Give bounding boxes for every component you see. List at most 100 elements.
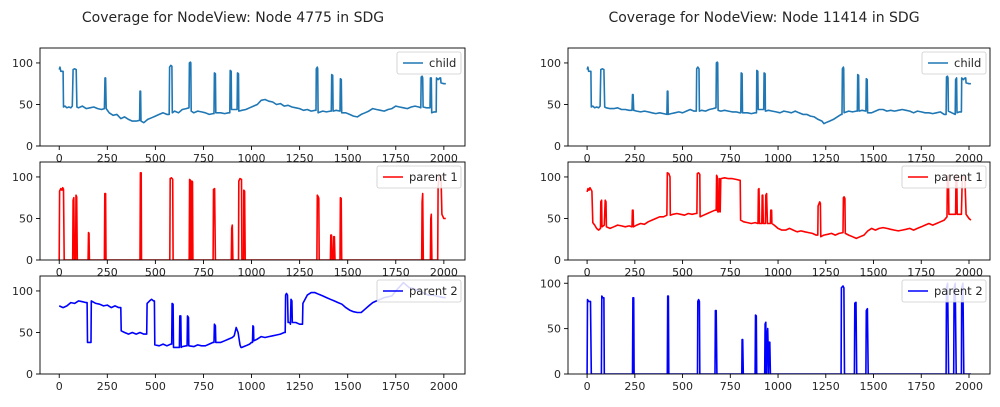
x-tick-label: 750: [193, 152, 214, 165]
x-tick-label: 250: [97, 152, 118, 165]
legend-label: parent 2: [934, 284, 983, 298]
y-tick-label: 0: [554, 254, 561, 267]
x-tick-label: 1750: [907, 266, 935, 279]
x-tick-label: 1250: [286, 152, 314, 165]
axes-frame: [567, 161, 991, 261]
x-tick-label: 0: [56, 152, 63, 165]
y-tick-label: 0: [554, 140, 561, 153]
legend: parent 2: [376, 279, 462, 303]
y-tick-label: 0: [554, 368, 561, 381]
x-tick-label: 250: [624, 152, 645, 165]
x-tick-label: 2000: [955, 266, 983, 279]
series-line-child: [58, 61, 446, 124]
x-tick-label: 0: [56, 266, 63, 279]
x-tick-label: 1250: [286, 266, 314, 279]
x-tick-label: 1500: [334, 152, 362, 165]
legend: parent 1: [376, 165, 462, 189]
x-tick-label: 750: [720, 380, 741, 393]
series-line-parent-1: [586, 172, 972, 240]
x-tick-label: 750: [720, 152, 741, 165]
x-tick-label: 2000: [430, 380, 458, 393]
y-tick-label: 0: [26, 140, 33, 153]
legend-label: parent 1: [934, 170, 983, 184]
x-tick-label: 750: [720, 266, 741, 279]
legend-label: child: [429, 56, 456, 70]
x-tick-label: 2000: [430, 152, 458, 165]
x-tick-label: 250: [624, 266, 645, 279]
x-tick-label: 1250: [812, 152, 840, 165]
x-tick-label: 500: [145, 380, 166, 393]
subplot-4: 0 250 500 750 1000 1250 1500 1750 2000 0 50 100 chil…: [540, 47, 991, 165]
axes-frame: [39, 47, 466, 147]
x-tick-label: 0: [56, 380, 63, 393]
y-tick-label: 100: [540, 171, 561, 184]
y-tick-label: 100: [12, 57, 33, 70]
y-tick-label: 50: [547, 98, 561, 111]
panel-title-left: Coverage for NodeView: Node 4775 in SDG: [82, 10, 384, 26]
legend-box: [901, 165, 987, 189]
y-tick-label: 50: [19, 98, 33, 111]
y-tick-label: 0: [26, 368, 33, 381]
x-tick-label: 1500: [334, 380, 362, 393]
x-tick-label: 2000: [430, 266, 458, 279]
x-tick-label: 1750: [382, 152, 410, 165]
legend: child: [396, 51, 462, 75]
x-tick-label: 2000: [955, 152, 983, 165]
x-tick-label: 1750: [907, 152, 935, 165]
x-tick-label: 2000: [955, 380, 983, 393]
legend-box: [921, 51, 987, 75]
x-tick-label: 1250: [812, 266, 840, 279]
subplot-1: 0 250 500 750 1000 1250 1500 1750 2000 0 50 100 chil…: [12, 47, 466, 165]
x-tick-label: 250: [624, 380, 645, 393]
x-tick-label: 1000: [238, 266, 266, 279]
x-tick-label: 1750: [382, 380, 410, 393]
x-tick-label: 500: [672, 152, 693, 165]
axes-frame: [567, 47, 991, 147]
legend-box: [901, 279, 987, 303]
x-tick-label: 1000: [238, 152, 266, 165]
subplot-6: 0 250 500 750 1000 1250 1500 1750 2000 0 50 100 pare…: [540, 275, 991, 393]
x-tick-label: 1000: [764, 152, 792, 165]
y-tick-label: 50: [19, 326, 33, 339]
x-tick-label: 1250: [286, 380, 314, 393]
axes-frame: [567, 275, 991, 375]
y-tick-label: 50: [547, 323, 561, 336]
x-tick-label: 1500: [860, 380, 888, 393]
subplot-3: 0 250 500 750 1000 1250 1500 1750 2000 0 50 100 pare…: [12, 275, 466, 393]
x-tick-label: 1500: [334, 266, 362, 279]
legend-box: [376, 279, 462, 303]
x-tick-label: 0: [584, 152, 591, 165]
x-tick-label: 500: [145, 152, 166, 165]
series-line-parent-2: [586, 282, 971, 374]
legend-label: parent 2: [409, 284, 458, 298]
x-tick-label: 0: [584, 266, 591, 279]
legend-box: [376, 165, 462, 189]
legend-label: child: [954, 56, 981, 70]
subplot-5: 0 250 500 750 1000 1250 1500 1750 2000 0 50 100 pare…: [540, 161, 991, 279]
y-tick-label: 100: [540, 57, 561, 70]
x-tick-label: 500: [672, 380, 693, 393]
legend-label: parent 1: [409, 170, 458, 184]
legend: parent 2: [901, 279, 987, 303]
x-tick-label: 1000: [764, 380, 792, 393]
x-tick-label: 500: [672, 266, 693, 279]
axes-frame: [39, 275, 466, 375]
x-tick-label: 250: [97, 380, 118, 393]
x-tick-label: 1250: [812, 380, 840, 393]
x-tick-label: 0: [584, 380, 591, 393]
y-tick-label: 0: [26, 254, 33, 267]
y-tick-label: 100: [12, 285, 33, 298]
series-line-child: [586, 61, 971, 125]
panel-title-right: Coverage for NodeView: Node 11414 in SDG: [608, 10, 919, 26]
legend: parent 1: [901, 165, 987, 189]
x-tick-label: 750: [193, 380, 214, 393]
legend: child: [921, 51, 987, 75]
x-tick-label: 500: [145, 266, 166, 279]
legend-box: [396, 51, 462, 75]
x-tick-label: 1500: [860, 152, 888, 165]
y-tick-label: 50: [19, 212, 33, 225]
x-tick-label: 1000: [238, 380, 266, 393]
x-tick-label: 1500: [860, 266, 888, 279]
